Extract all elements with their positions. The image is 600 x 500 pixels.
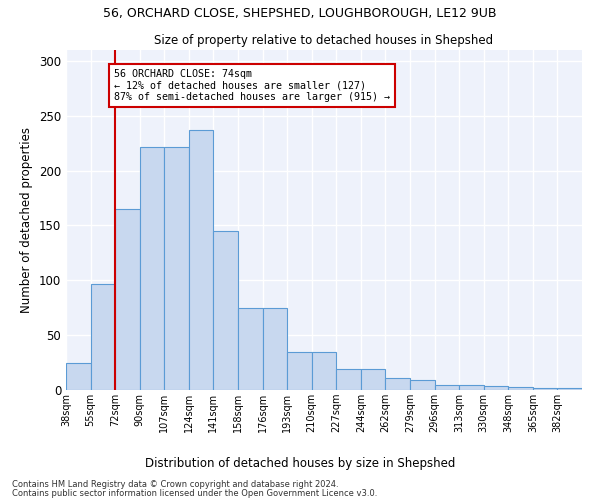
Bar bbox=[312, 352, 336, 390]
Text: Contains public sector information licensed under the Open Government Licence v3: Contains public sector information licen… bbox=[12, 488, 377, 498]
Y-axis label: Number of detached properties: Number of detached properties bbox=[20, 127, 34, 313]
Bar bbox=[557, 388, 582, 390]
Bar bbox=[336, 369, 361, 390]
Bar bbox=[287, 352, 312, 390]
Text: 56 ORCHARD CLOSE: 74sqm
← 12% of detached houses are smaller (127)
87% of semi-d: 56 ORCHARD CLOSE: 74sqm ← 12% of detache… bbox=[114, 68, 390, 102]
Text: Distribution of detached houses by size in Shepshed: Distribution of detached houses by size … bbox=[145, 458, 455, 470]
Bar bbox=[533, 388, 557, 390]
Bar bbox=[484, 386, 508, 390]
Bar bbox=[434, 384, 459, 390]
Bar bbox=[164, 146, 189, 390]
Bar bbox=[91, 284, 115, 390]
Bar bbox=[263, 308, 287, 390]
Bar bbox=[115, 209, 140, 390]
Bar bbox=[238, 308, 263, 390]
Bar bbox=[66, 362, 91, 390]
Bar bbox=[410, 380, 434, 390]
Bar bbox=[385, 378, 410, 390]
Text: 56, ORCHARD CLOSE, SHEPSHED, LOUGHBOROUGH, LE12 9UB: 56, ORCHARD CLOSE, SHEPSHED, LOUGHBOROUG… bbox=[103, 8, 497, 20]
Bar bbox=[459, 384, 484, 390]
Bar bbox=[189, 130, 214, 390]
Bar bbox=[140, 146, 164, 390]
Bar bbox=[214, 231, 238, 390]
Bar bbox=[508, 386, 533, 390]
Title: Size of property relative to detached houses in Shepshed: Size of property relative to detached ho… bbox=[154, 34, 494, 48]
Text: Contains HM Land Registry data © Crown copyright and database right 2024.: Contains HM Land Registry data © Crown c… bbox=[12, 480, 338, 489]
Bar bbox=[361, 369, 385, 390]
